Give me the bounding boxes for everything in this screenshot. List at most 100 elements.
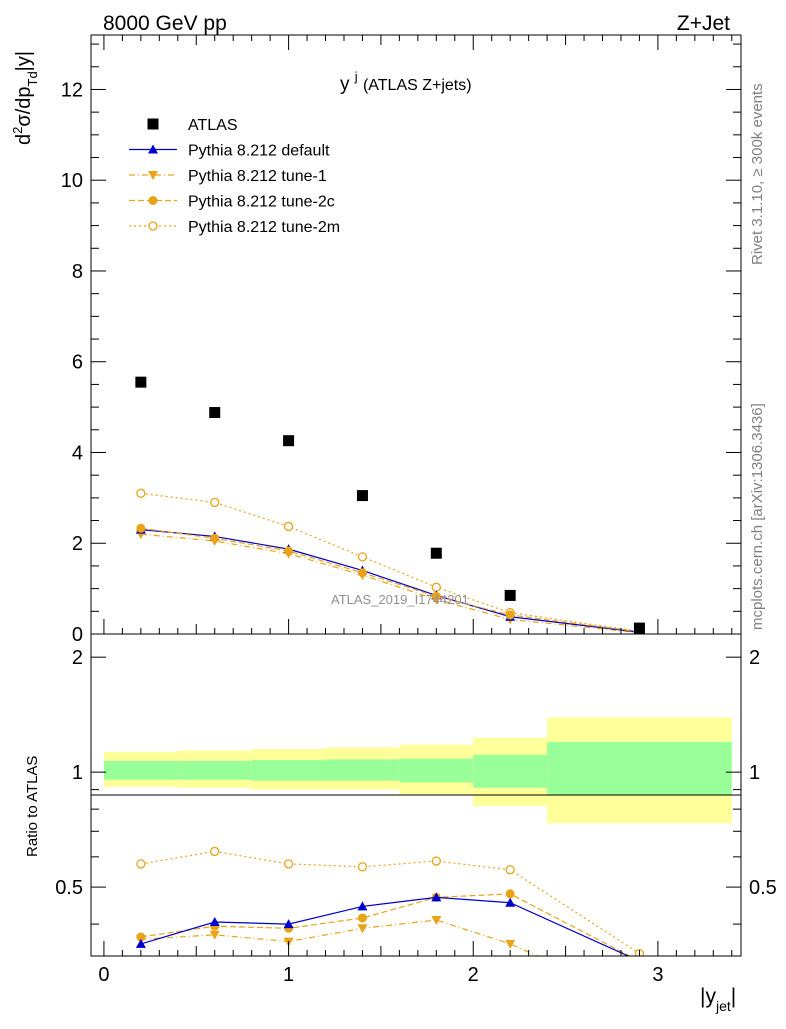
data-point-circle: [431, 591, 441, 601]
ratio-point-open-circle: [431, 856, 441, 866]
ratio-band-inner: [473, 754, 548, 788]
ratio-band-inner: [547, 741, 732, 796]
legend: ATLAS Pythia 8.212 default Pythia 8.212 tu…: [129, 117, 340, 236]
series-line-triangle-up: [140, 529, 640, 633]
energy-label: 8000 GeV pp: [103, 12, 227, 35]
ratio-band-inner: [103, 760, 178, 780]
ratio-point-open-circle: [136, 859, 146, 869]
y-tick-label-ratio: 0.5: [55, 877, 83, 899]
ratio-point-circle: [505, 889, 515, 899]
data-point-circle: [210, 533, 220, 543]
legend-marker: [148, 196, 158, 205]
data-point-square: [209, 407, 221, 419]
legend-label: Pythia 8.212 tune-2c: [188, 194, 335, 211]
ratio-point-open-circle: [210, 846, 220, 857]
ratio-band-inner: [177, 760, 252, 780]
legend-marker: [148, 144, 158, 154]
data-point-open-circle: [210, 497, 220, 508]
y-tick-label-main: 0: [72, 624, 83, 646]
data-point-open-circle: [136, 488, 146, 498]
y-tick-label-ratio: 1: [72, 762, 83, 784]
x-tick-label: 0: [98, 964, 109, 986]
ratio-point-triangle-up: [135, 938, 146, 948]
ratio-point-triangle-down: [357, 924, 368, 934]
y-tick-label-main: 6: [72, 352, 83, 374]
y-tick-label-main: 8: [72, 261, 83, 283]
legend-marker: [147, 118, 159, 130]
ratio-point-open-circle: [283, 859, 294, 869]
data-point-circle: [357, 568, 367, 578]
plot-title-sup: j: [354, 69, 358, 84]
y-tick-label-ratio-right: 2: [749, 647, 760, 669]
x-tick-label: 1: [283, 964, 294, 986]
ratio-point-triangle-down: [431, 916, 442, 926]
ratio-band-inner: [325, 759, 400, 781]
ratio-point-triangle-down: [634, 998, 644, 1007]
legend-entry: ATLAS: [147, 117, 238, 134]
legend-entry: Pythia 8.212 default: [129, 143, 330, 160]
ratio-point-triangle-down: [505, 939, 516, 949]
data-point-square: [356, 490, 368, 502]
y-axis-label-main: d2σ/dpTd|y|: [10, 51, 40, 145]
ratio-point-triangle-up: [505, 897, 516, 907]
series-line-open-circle: [140, 492, 640, 632]
ratio-point-triangle-down: [209, 930, 220, 940]
y-axis-label-ratio: Ratio to ATLAS: [24, 756, 41, 857]
x-axis-label: |yjet|: [700, 985, 736, 1014]
data-point-square: [135, 376, 147, 388]
y-tick-label-ratio: 2: [72, 647, 83, 669]
ratio-point-circle: [635, 957, 644, 966]
ratio-point-circle: [357, 913, 367, 923]
plot-title: y j (ATLAS Z+jets): [340, 65, 472, 95]
y-tick-label-main: 4: [72, 442, 83, 464]
ratio-point-triangle-up: [209, 917, 220, 927]
legend-label: Pythia 8.212 default: [188, 143, 330, 160]
ratio-panel-frame: [90, 633, 742, 957]
data-point-square: [504, 589, 516, 601]
y-tick-label-ratio-right: 0.5: [749, 877, 777, 899]
ratio-point-triangle-up: [431, 892, 442, 902]
legend-marker: [148, 171, 158, 180]
ratio-band-inner: [251, 760, 326, 781]
x-tick-label: 2: [468, 964, 479, 986]
data-point-square: [430, 547, 442, 559]
y-tick-label-main: 2: [72, 533, 83, 555]
mcplots-label: mcplots.cern.ch [arXiv:1306.3436]: [749, 403, 766, 630]
y-tick-label-ratio-right: 1: [749, 762, 760, 784]
plot-title-suffix: (ATLAS Z+jets): [363, 77, 472, 94]
ratio-band-inner: [399, 758, 474, 783]
y-tick-label-main: 10: [61, 170, 83, 192]
ratio-series-group: [135, 846, 645, 1007]
ratio-point-triangle-up: [357, 901, 368, 911]
data-point-circle: [284, 546, 294, 556]
ratio-point-open-circle: [357, 862, 368, 872]
ratio-point-triangle-up: [634, 956, 644, 965]
data-point-circle: [505, 610, 515, 620]
ratio-point-open-circle: [505, 865, 515, 875]
legend-marker: [148, 221, 158, 231]
analysis-watermark: ATLAS_2019_I1744201: [331, 592, 469, 607]
ratio-panel-data: [135, 846, 645, 1007]
rivet-version-label: Rivet 3.1.10, ≥ 300k events: [749, 83, 766, 265]
ratio-uncertainty-bands: [103, 717, 732, 824]
y-tick-label-main: 12: [61, 79, 83, 101]
data-point-open-circle: [431, 582, 441, 592]
ratio-point-triangle-up: [283, 919, 294, 929]
process-label: Z+Jet: [677, 12, 730, 35]
legend-entry: Pythia 8.212 tune-2c: [129, 194, 335, 211]
legend-entry: Pythia 8.212 tune-1: [129, 168, 327, 185]
data-point-circle: [136, 523, 146, 533]
legend-label: Pythia 8.212 tune-2m: [188, 219, 340, 236]
legend-entry: Pythia 8.212 tune-2m: [129, 219, 340, 236]
x-tick-label: 3: [652, 964, 663, 986]
data-point-open-circle: [283, 521, 294, 532]
ratio-point-circle: [136, 932, 146, 942]
data-point-open-circle: [357, 552, 368, 562]
series-line-triangle-down: [140, 533, 640, 634]
legend-label: Pythia 8.212 tune-1: [188, 168, 327, 185]
data-point-square: [283, 435, 295, 447]
plot-title-main: y: [340, 74, 350, 95]
legend-label: ATLAS: [188, 117, 238, 134]
